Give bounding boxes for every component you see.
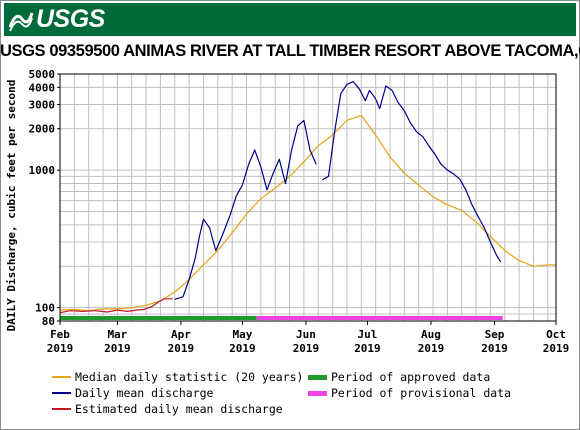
x-tick-year: 2019 bbox=[481, 342, 508, 355]
legend-item: Period of provisional data bbox=[308, 386, 511, 400]
x-tick-year: 2019 bbox=[543, 342, 570, 355]
legend-bar-swatch bbox=[308, 374, 327, 380]
y-axis-label: DAILY Discharge, cubic feet per second bbox=[5, 80, 18, 332]
legend-item: Period of approved data bbox=[308, 370, 490, 384]
legend-label: Median daily statistic (20 years) bbox=[75, 370, 304, 384]
legend-label: Daily mean discharge bbox=[75, 386, 214, 400]
x-tick-month: Jun bbox=[296, 328, 316, 341]
legend-label: Estimated daily mean discharge bbox=[75, 402, 283, 416]
legend-label: Period of approved data bbox=[331, 370, 491, 384]
x-tick-year: 2019 bbox=[229, 342, 256, 355]
estimated-series-line bbox=[59, 298, 173, 314]
legend-item: Estimated daily mean discharge bbox=[52, 402, 283, 416]
x-tick-month: Feb bbox=[50, 328, 70, 341]
plot-border bbox=[59, 73, 557, 322]
usgs-logo: USGS bbox=[8, 5, 105, 34]
y-tick-label: 100 bbox=[35, 302, 55, 315]
x-tick-month: Apr bbox=[171, 328, 191, 341]
y-tick-label: 1000 bbox=[29, 164, 56, 177]
x-tick-month: Oct bbox=[546, 328, 566, 341]
legend-line-swatch bbox=[52, 392, 71, 394]
y-tick-label: 2000 bbox=[29, 123, 56, 136]
x-tick-year: 2019 bbox=[418, 342, 445, 355]
x-tick-year: 2019 bbox=[293, 342, 320, 355]
x-tick-month: May bbox=[232, 328, 252, 341]
legend-item: Daily mean discharge bbox=[52, 386, 213, 400]
y-tick-label: 80 bbox=[42, 315, 55, 328]
y-tick-label: 3000 bbox=[29, 99, 56, 112]
approved-period-bar bbox=[60, 316, 257, 320]
legend-bar-swatch bbox=[308, 390, 327, 396]
x-tick-month: Sep bbox=[485, 328, 505, 341]
x-tick-year: 2019 bbox=[47, 342, 74, 355]
x-tick-year: 2019 bbox=[104, 342, 131, 355]
x-tick-year: 2019 bbox=[354, 342, 381, 355]
x-tick-month: Aug bbox=[421, 328, 441, 341]
x-tick-month: Mar bbox=[107, 328, 127, 341]
x-tick-year: 2019 bbox=[168, 342, 195, 355]
usgs-logo-text: USGS bbox=[36, 5, 105, 33]
x-tick-month: Jul bbox=[358, 328, 378, 341]
legend-item: Median daily statistic (20 years) bbox=[52, 370, 303, 384]
chart-legend: Median daily statistic (20 years) Period … bbox=[52, 370, 572, 420]
chart-title: USGS 09359500 ANIMAS RIVER AT TALL TIMBE… bbox=[0, 42, 580, 60]
legend-line-swatch bbox=[52, 408, 71, 410]
y-tick-label: 5000 bbox=[29, 68, 56, 81]
legend-label: Period of provisional data bbox=[331, 386, 512, 400]
legend-line-swatch bbox=[52, 376, 71, 378]
y-tick-label: 4000 bbox=[29, 81, 56, 94]
plot-area bbox=[60, 74, 556, 321]
provisional-period-bar bbox=[256, 316, 503, 320]
usgs-header: USGS bbox=[4, 3, 576, 36]
daily-mean-series-line bbox=[174, 119, 317, 300]
daily-mean-series-line bbox=[322, 80, 502, 263]
usgs-wave-icon bbox=[8, 6, 34, 33]
